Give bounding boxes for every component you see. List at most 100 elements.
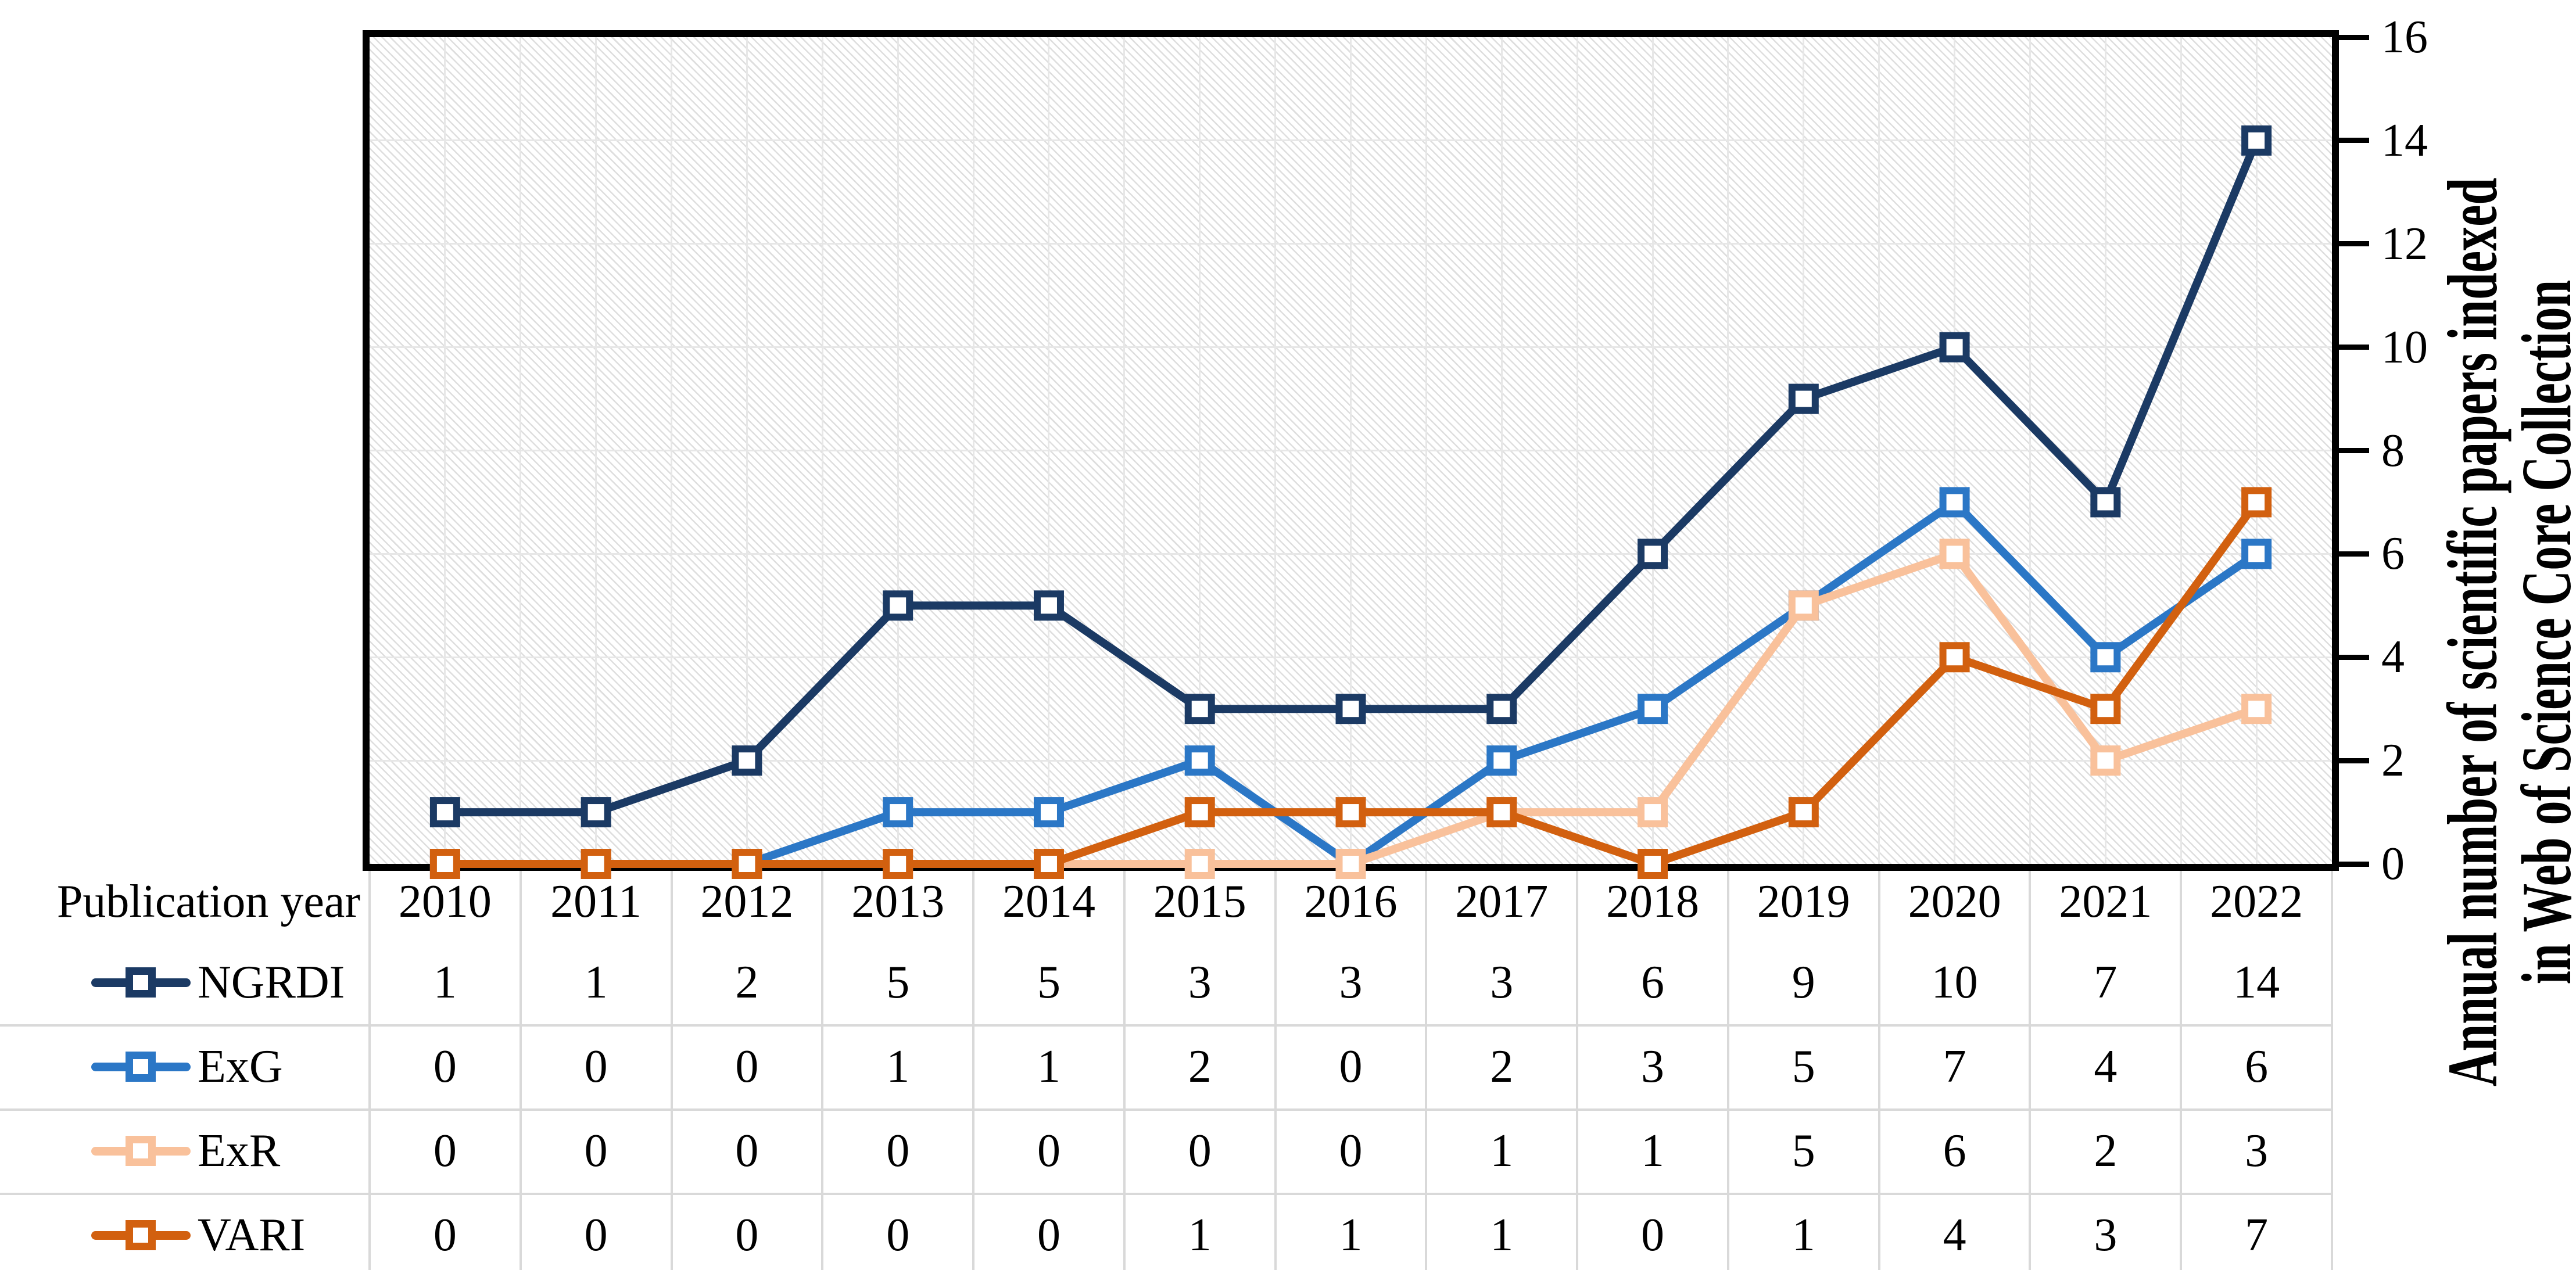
table-column-separator — [519, 868, 522, 1270]
table-value-ExR-2012: 0 — [735, 1125, 759, 1176]
table-value-NGRDI-2013: 5 — [886, 957, 910, 1008]
x-axis-year-label: 2013 — [851, 876, 945, 927]
x-axis-year-label: 2017 — [1455, 876, 1549, 927]
y-axis-tick — [2339, 551, 2369, 557]
table-value-VARI-2014: 0 — [1037, 1210, 1061, 1261]
y-axis-tick-label: 4 — [2381, 632, 2405, 683]
table-column-separator — [1576, 868, 1579, 1270]
table-column-separator — [2180, 868, 2183, 1270]
series-name-NGRDI: NGRDI — [198, 957, 345, 1008]
x-axis-year-label: 2014 — [1002, 876, 1095, 927]
plot-area-border — [363, 30, 2339, 871]
y-axis-tick-label: 8 — [2381, 425, 2405, 476]
table-value-ExR-2017: 1 — [1490, 1125, 1514, 1176]
table-column-separator — [1726, 868, 1729, 1270]
legend-marker-ExR — [126, 1136, 156, 1166]
table-value-VARI-2018: 0 — [1641, 1210, 1665, 1261]
table-value-NGRDI-2011: 1 — [584, 957, 608, 1008]
table-value-VARI-2011: 0 — [584, 1210, 608, 1261]
x-axis-year-label: 2016 — [1304, 876, 1398, 927]
table-value-VARI-2021: 3 — [2094, 1210, 2118, 1261]
table-value-ExG-2018: 3 — [1641, 1041, 1665, 1092]
table-value-ExG-2022: 6 — [2245, 1041, 2269, 1092]
table-value-ExG-2013: 1 — [886, 1041, 910, 1092]
y-axis-tick — [2339, 138, 2369, 143]
table-value-ExR-2010: 0 — [433, 1125, 457, 1176]
table-value-VARI-2010: 0 — [433, 1210, 457, 1261]
y-axis-tick-label: 0 — [2381, 838, 2405, 889]
y-axis-title-line2: in Web of Science Core Collection — [2507, 279, 2576, 985]
y-axis-tick — [2339, 241, 2369, 247]
table-value-NGRDI-2017: 3 — [1490, 957, 1514, 1008]
table-value-NGRDI-2020: 10 — [1931, 957, 1978, 1008]
series-name-VARI: VARI — [198, 1210, 306, 1261]
table-value-VARI-2013: 0 — [886, 1210, 910, 1261]
table-value-NGRDI-2016: 3 — [1339, 957, 1363, 1008]
legend-marker-ExG — [126, 1052, 156, 1082]
table-value-NGRDI-2021: 7 — [2094, 957, 2118, 1008]
table-value-ExG-2010: 0 — [433, 1041, 457, 1092]
table-column-separator — [670, 868, 673, 1270]
table-value-ExR-2011: 0 — [584, 1125, 608, 1176]
y-axis-tick — [2339, 345, 2369, 350]
y-axis-tick-label: 16 — [2381, 12, 2428, 63]
table-column-separator — [1123, 868, 1126, 1270]
table-column-separator — [821, 868, 824, 1270]
table-column-separator — [2029, 868, 2032, 1270]
table-value-VARI-2022: 7 — [2245, 1210, 2269, 1261]
x-axis-year-label: 2011 — [550, 876, 642, 927]
x-axis-year-label: 2012 — [700, 876, 794, 927]
table-value-VARI-2020: 4 — [1943, 1210, 1966, 1261]
x-axis-year-label: 2022 — [2210, 876, 2303, 927]
table-value-ExG-2019: 5 — [1792, 1041, 1815, 1092]
table-value-VARI-2017: 1 — [1490, 1210, 1514, 1261]
series-name-ExR: ExR — [198, 1125, 281, 1176]
table-column-separator — [972, 868, 975, 1270]
x-axis-year-label: 2020 — [1908, 876, 2001, 927]
x-axis-year-label: 2015 — [1153, 876, 1246, 927]
y-axis-tick-label: 6 — [2381, 528, 2405, 580]
y-axis-tick-label: 2 — [2381, 735, 2405, 787]
legend-marker-NGRDI — [126, 967, 156, 998]
table-value-NGRDI-2015: 3 — [1188, 957, 1212, 1008]
table-column-separator — [1274, 868, 1277, 1270]
x-axis-year-label: 2021 — [2059, 876, 2152, 927]
table-value-NGRDI-2012: 2 — [735, 957, 759, 1008]
x-axis-title: Publication year — [56, 876, 360, 927]
table-value-ExG-2020: 7 — [1943, 1041, 1966, 1092]
table-value-ExR-2018: 1 — [1641, 1125, 1665, 1176]
table-column-separator — [2331, 868, 2333, 1270]
table-value-ExG-2016: 0 — [1339, 1041, 1363, 1092]
vertical-gridline — [444, 37, 446, 864]
table-value-NGRDI-2019: 9 — [1792, 957, 1815, 1008]
y-axis-tick — [2339, 654, 2369, 660]
table-row-separator — [0, 1024, 2332, 1027]
table-row-separator — [0, 1193, 2332, 1195]
table-value-VARI-2016: 1 — [1339, 1210, 1363, 1261]
table-value-ExG-2015: 2 — [1188, 1041, 1212, 1092]
legend-marker-VARI — [126, 1220, 156, 1250]
y-axis-tick — [2339, 448, 2369, 453]
table-row-separator — [0, 1108, 2332, 1111]
table-value-NGRDI-2022: 14 — [2233, 957, 2280, 1008]
y-axis-tick — [2339, 758, 2369, 763]
table-value-VARI-2015: 1 — [1188, 1210, 1212, 1261]
table-value-ExR-2022: 3 — [2245, 1125, 2269, 1176]
table-column-separator — [1425, 868, 1428, 1270]
x-axis-year-label: 2019 — [1757, 876, 1850, 927]
table-value-ExR-2021: 2 — [2094, 1125, 2118, 1176]
y-axis-tick-label: 14 — [2381, 114, 2428, 166]
x-axis-year-label: 2010 — [398, 876, 492, 927]
table-value-ExR-2015: 0 — [1188, 1125, 1212, 1176]
table-value-ExR-2019: 5 — [1792, 1125, 1815, 1176]
table-value-ExR-2016: 0 — [1339, 1125, 1363, 1176]
table-value-NGRDI-2010: 1 — [433, 957, 457, 1008]
y-axis-tick-label: 10 — [2381, 321, 2428, 373]
series-name-ExG: ExG — [198, 1041, 283, 1092]
table-value-NGRDI-2018: 6 — [1641, 957, 1665, 1008]
table-value-ExG-2012: 0 — [735, 1041, 759, 1092]
y-axis-tick — [2339, 34, 2369, 40]
table-value-VARI-2012: 0 — [735, 1210, 759, 1261]
table-column-separator — [368, 868, 371, 1270]
